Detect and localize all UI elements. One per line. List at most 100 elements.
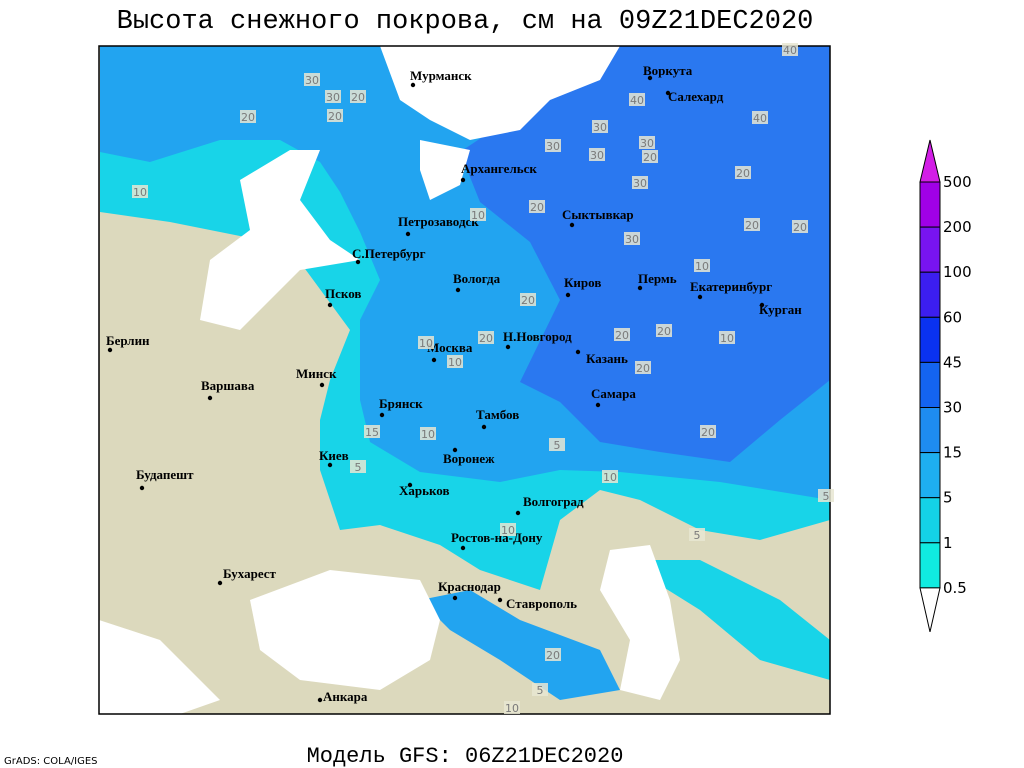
- city-label: Псков: [325, 286, 361, 301]
- legend-swatch: [919, 361, 941, 408]
- contour-label-box: [240, 110, 256, 123]
- contour-label: 5: [694, 529, 701, 542]
- contour-label-box: [327, 109, 343, 122]
- city-label: Вологда: [453, 271, 501, 286]
- title: Высота снежного покрова, см на 09Z21DEC2…: [117, 7, 814, 37]
- city-label: Мурманск: [410, 68, 472, 83]
- city-label: Н.Новгород: [503, 329, 572, 344]
- city-label: Ставрополь: [506, 596, 577, 611]
- contour-label-box: [325, 90, 341, 103]
- contour-label: 10: [133, 186, 147, 199]
- legend-swatch: [919, 181, 941, 228]
- contour-label: 10: [720, 332, 734, 345]
- city-dot: [697, 294, 703, 300]
- city-label: Минск: [296, 366, 337, 381]
- contour-label: 20: [643, 151, 657, 164]
- legend-arrow-top: [919, 139, 941, 183]
- contour-label: 10: [448, 356, 462, 369]
- contour-label: 15: [365, 426, 379, 439]
- contour-label-box: [694, 259, 710, 272]
- contour-label: 40: [630, 94, 644, 107]
- contour-label: 10: [471, 209, 485, 222]
- contour-label-box: [350, 90, 366, 103]
- snow-patch: [620, 560, 830, 680]
- legend-swatch: [919, 316, 941, 363]
- sea: [420, 140, 470, 200]
- city-dot: [405, 231, 411, 237]
- legend-swatch: [919, 542, 941, 589]
- city-label: Берлин: [106, 333, 150, 348]
- contour-label: 10: [421, 428, 435, 441]
- contour-label-box: [132, 185, 148, 198]
- sea: [600, 545, 680, 700]
- contour-label-box: [632, 176, 648, 189]
- city-dot: [410, 82, 416, 88]
- contour-label-box: [602, 470, 618, 483]
- map-frame: [98, 45, 831, 715]
- contour-label-box: [420, 427, 436, 440]
- legend: 500 200 100 60 45 30 15 5 1 0.5: [919, 139, 972, 633]
- city-dot: [460, 545, 466, 551]
- city-label: Харьков: [399, 483, 450, 498]
- city-dot: [647, 75, 653, 81]
- city-label: Казань: [586, 351, 628, 366]
- contour-label: 30: [633, 177, 647, 190]
- contour-label: 20: [521, 294, 535, 307]
- city-dot: [515, 510, 521, 516]
- contour-label-box: [614, 328, 630, 341]
- sea: [99, 620, 220, 714]
- legend-label: 0.5: [943, 579, 967, 597]
- snow-deep: [420, 46, 830, 462]
- contour-label-box: [635, 361, 651, 374]
- city-label: С.Петербург: [352, 246, 426, 261]
- contour-label-box: [418, 336, 434, 349]
- city-dot: [497, 597, 503, 603]
- city-label: Самара: [591, 386, 636, 401]
- contour-label-box: [304, 73, 320, 86]
- contour-label: 10: [695, 260, 709, 273]
- city-label: Ростов-на-Дону: [451, 530, 543, 545]
- city-label: Краснодар: [438, 579, 501, 594]
- city-label: Брянск: [379, 396, 423, 411]
- city-dot: [665, 90, 671, 96]
- city-dot: [379, 412, 385, 418]
- city-dot: [452, 447, 458, 453]
- city-label: Варшава: [201, 378, 255, 393]
- city-label: Тамбов: [476, 407, 519, 422]
- map: Мурманск Воркута Салехард Архангельск Петроз…: [98, 43, 834, 715]
- contour-label: 20: [657, 325, 671, 338]
- city-label: Салехард: [668, 89, 724, 104]
- contour-label: 10: [603, 471, 617, 484]
- contour-label-box: [719, 331, 735, 344]
- legend-label: 1: [943, 534, 953, 552]
- contour-label-box: [532, 683, 548, 696]
- city-dot: [481, 424, 487, 430]
- legend-label: 500: [943, 173, 972, 191]
- contour-label-box: [589, 148, 605, 161]
- contour-label-box: [782, 43, 798, 56]
- city-dot: [107, 347, 113, 353]
- contour-label: 30: [590, 149, 604, 162]
- contour-label: 30: [625, 233, 639, 246]
- contour-label-box: [642, 150, 658, 163]
- contour-label-box: [592, 120, 608, 133]
- legend-swatch: [919, 271, 941, 318]
- contour-label-box: [520, 293, 536, 306]
- contour-label: 20: [241, 111, 255, 124]
- contour-label-box: [744, 218, 760, 231]
- city-dot: [575, 349, 581, 355]
- city-dot: [327, 302, 333, 308]
- city-dot: [460, 177, 466, 183]
- contour-label-box: [818, 489, 834, 502]
- city-label: Екатеринбург: [690, 279, 772, 294]
- contour-label-box: [792, 220, 808, 233]
- city-dot: [565, 292, 571, 298]
- city-label: Бухарест: [223, 566, 277, 581]
- contour-label: 30: [593, 121, 607, 134]
- city-dot: [759, 302, 765, 308]
- credit: GrADS: COLA/IGES: [4, 756, 98, 767]
- legend-label: 15: [943, 444, 962, 462]
- legend-arrow-bottom: [919, 587, 941, 633]
- contour-label: 40: [753, 112, 767, 125]
